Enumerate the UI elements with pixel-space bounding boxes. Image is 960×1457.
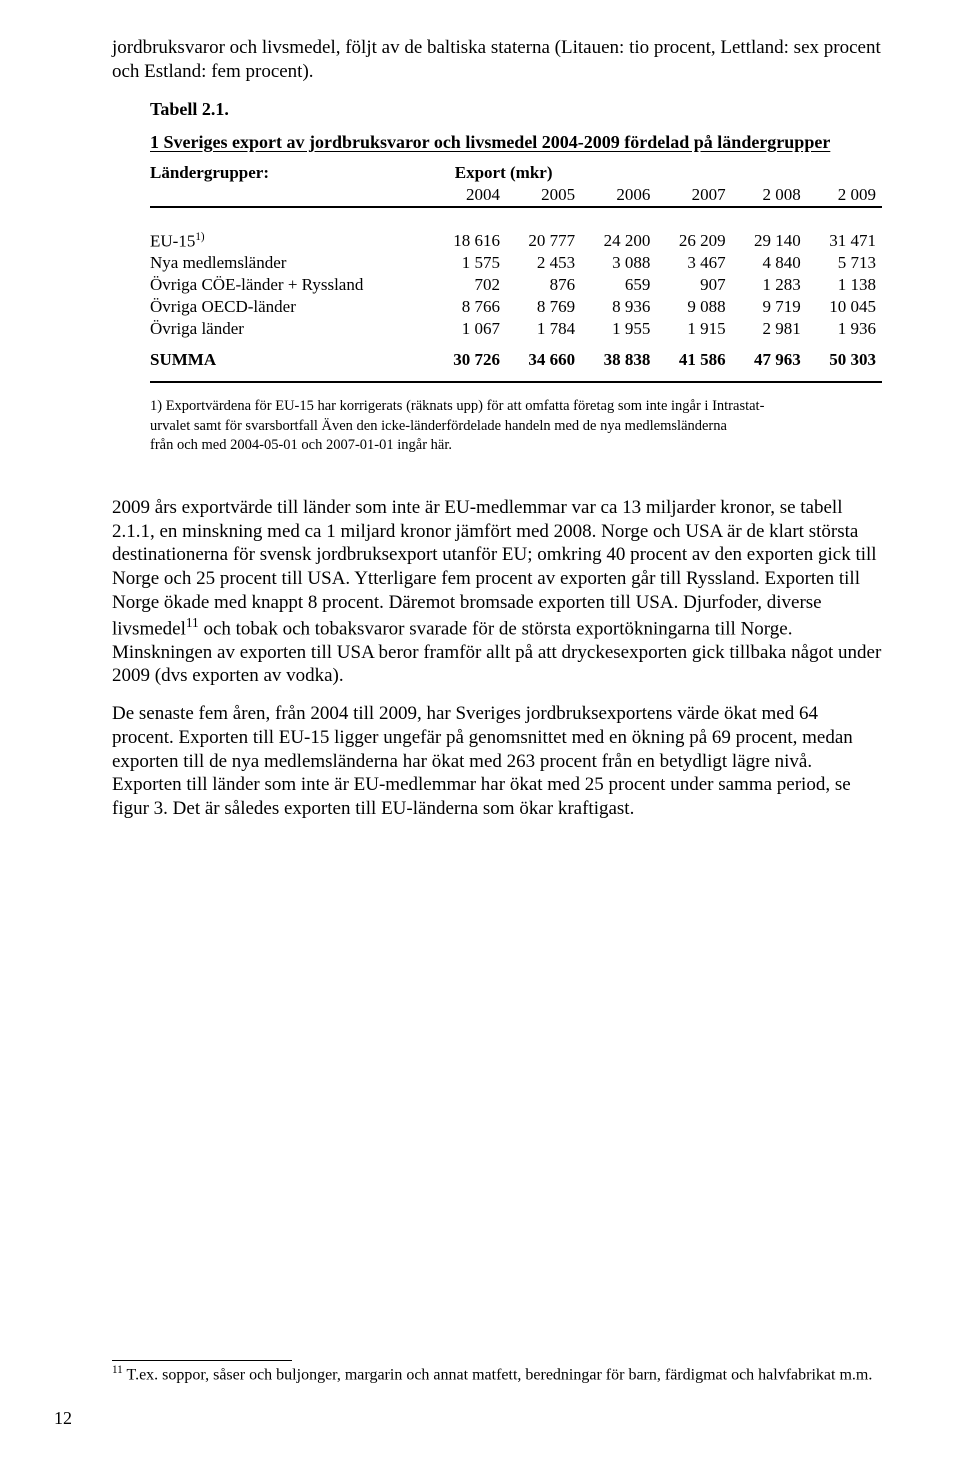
cell: 702 xyxy=(431,274,506,296)
table-row: Övriga länder 1 067 1 784 1 955 1 915 2 … xyxy=(150,318,882,340)
cell: 3 467 xyxy=(656,252,731,274)
sum-cell: 41 586 xyxy=(656,340,731,371)
row-label: Övriga länder xyxy=(150,318,431,340)
table-year: 2004 xyxy=(431,184,506,207)
bottom-footnote: 11 T.ex. soppor, såser och buljonger, ma… xyxy=(112,1360,882,1385)
cell: 1 915 xyxy=(656,318,731,340)
cell: 2 453 xyxy=(506,252,581,274)
table-year: 2005 xyxy=(506,184,581,207)
para2-part-b: och tobak och tobaksvaror svarade för de… xyxy=(112,618,881,687)
row-label: EU-15 xyxy=(150,231,195,250)
cell: 659 xyxy=(581,274,656,296)
sum-cell: 38 838 xyxy=(581,340,656,371)
cell: 8 936 xyxy=(581,296,656,318)
table-row: Övriga OECD-länder 8 766 8 769 8 936 9 0… xyxy=(150,296,882,318)
table-row: EU-151) 18 616 20 777 24 200 26 209 29 1… xyxy=(150,230,882,253)
table-year: 2007 xyxy=(656,184,731,207)
cell: 26 209 xyxy=(656,230,731,253)
cell: 18 616 xyxy=(431,230,506,253)
cell: 1 784 xyxy=(506,318,581,340)
cell: 20 777 xyxy=(506,230,581,253)
sum-cell: 47 963 xyxy=(732,340,807,371)
cell: 8 769 xyxy=(506,296,581,318)
cell: 5 713 xyxy=(807,252,882,274)
table-year: 2 008 xyxy=(732,184,807,207)
sum-cell: 50 303 xyxy=(807,340,882,371)
table-footnotes: 1) Exportvärdena för EU-15 har korrigera… xyxy=(150,397,882,456)
bottom-footnote-text: T.ex. soppor, såser och buljonger, marga… xyxy=(123,1367,873,1384)
cell: 1 575 xyxy=(431,252,506,274)
row-sup: 1) xyxy=(195,231,204,243)
cell: 1 138 xyxy=(807,274,882,296)
cell: 2 981 xyxy=(732,318,807,340)
cell: 29 140 xyxy=(732,230,807,253)
page-number: 12 xyxy=(54,1408,72,1429)
sum-cell: 34 660 xyxy=(506,340,581,371)
row-label: Övriga OECD-länder xyxy=(150,296,431,318)
table-year: 2 009 xyxy=(807,184,882,207)
body-paragraph-2: 2009 års exportvärde till länder som int… xyxy=(112,496,882,688)
export-table: Ländergrupper: Export (mkr) 2004 2005 20… xyxy=(150,162,882,386)
bottom-footnote-ref: 11 xyxy=(112,1364,123,1376)
cell: 1 283 xyxy=(732,274,807,296)
row-label: Nya medlemsländer xyxy=(150,252,431,274)
cell: 1 955 xyxy=(581,318,656,340)
cell: 9 088 xyxy=(656,296,731,318)
cell: 24 200 xyxy=(581,230,656,253)
sum-label: SUMMA xyxy=(150,340,431,371)
row-label: Övriga CÖE-länder + Ryssland xyxy=(150,274,431,296)
table-sum-row: SUMMA 30 726 34 660 38 838 41 586 47 963… xyxy=(150,340,882,371)
sum-cell: 30 726 xyxy=(431,340,506,371)
page: jordbruksvaror och livsmedel, följt av d… xyxy=(0,0,960,1457)
table-header-left: Ländergrupper: xyxy=(150,162,431,184)
intro-paragraph: jordbruksvaror och livsmedel, följt av d… xyxy=(112,36,882,84)
cell: 10 045 xyxy=(807,296,882,318)
cell: 876 xyxy=(506,274,581,296)
table-title: Tabell 2.1. 1 Sveriges export av jordbruk… xyxy=(150,98,882,154)
table-header-right: Export (mkr) xyxy=(431,162,882,184)
table-footnote-line: urvalet samt för svarsbortfall Även den … xyxy=(150,417,882,437)
body-paragraph-3: De senaste fem åren, från 2004 till 2009… xyxy=(112,702,882,821)
cell: 1 936 xyxy=(807,318,882,340)
table-footnote-line: 1) Exportvärdena för EU-15 har korrigera… xyxy=(150,397,882,417)
table-row: Övriga CÖE-länder + Ryssland 702 876 659… xyxy=(150,274,882,296)
cell: 1 067 xyxy=(431,318,506,340)
table-footnote-line: från och med 2004-05-01 och 2007-01-01 i… xyxy=(150,436,882,456)
table-title-rest: 1 Sveriges export av jordbruksvaror och … xyxy=(150,131,830,154)
cell: 3 088 xyxy=(581,252,656,274)
table-block: Tabell 2.1. 1 Sveriges export av jordbruk… xyxy=(150,98,882,456)
para2-footnote-ref: 11 xyxy=(186,615,199,630)
cell: 9 719 xyxy=(732,296,807,318)
table-title-lead: Tabell 2.1. xyxy=(150,98,229,121)
cell: 31 471 xyxy=(807,230,882,253)
cell: 4 840 xyxy=(732,252,807,274)
table-row: Nya medlemsländer 1 575 2 453 3 088 3 46… xyxy=(150,252,882,274)
cell: 8 766 xyxy=(431,296,506,318)
table-year: 2006 xyxy=(581,184,656,207)
cell: 907 xyxy=(656,274,731,296)
